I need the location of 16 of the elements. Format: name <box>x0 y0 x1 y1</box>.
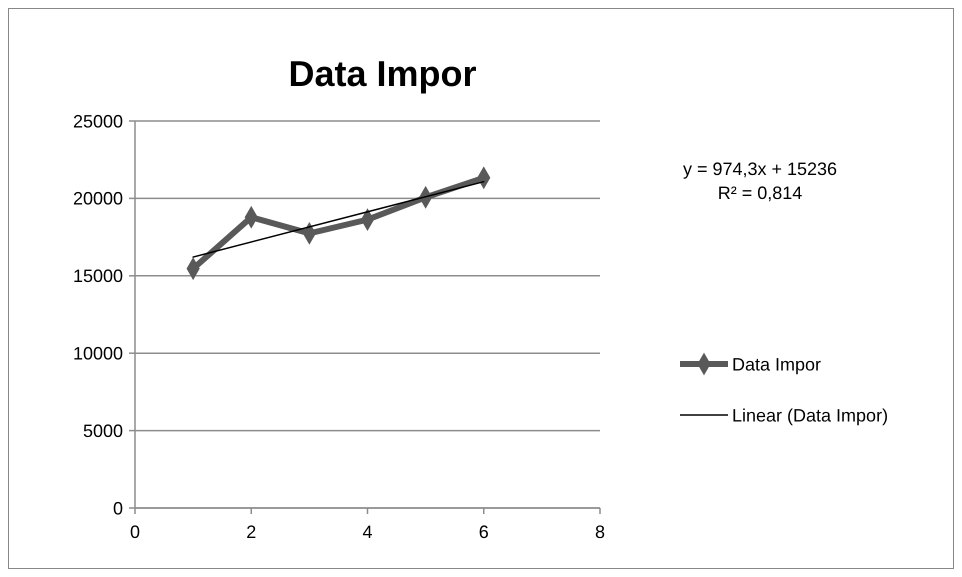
text: R² = 0,814 <box>718 183 802 203</box>
x-tick-label: 4 <box>362 522 373 542</box>
legend-label: Data Impor <box>732 354 822 374</box>
y-tick-label: 0 <box>112 498 123 518</box>
y-tick-label: 15000 <box>72 266 123 286</box>
x-tick-label: 8 <box>594 522 606 542</box>
chart-title: Data Impor <box>288 53 477 94</box>
text: y = 974,3x + 15236 <box>682 159 838 179</box>
legend-label: Linear (Data Impor) <box>732 405 888 426</box>
x-tick-label: 0 <box>130 522 140 542</box>
y-tick-label: 25000 <box>72 111 123 132</box>
x-tick-label: 6 <box>478 522 489 542</box>
x-tick-label: 2 <box>246 522 256 542</box>
y-tick-label: 5000 <box>82 420 123 441</box>
y-tick-label: 10000 <box>72 344 123 364</box>
y-tick-label: 20000 <box>72 188 123 209</box>
